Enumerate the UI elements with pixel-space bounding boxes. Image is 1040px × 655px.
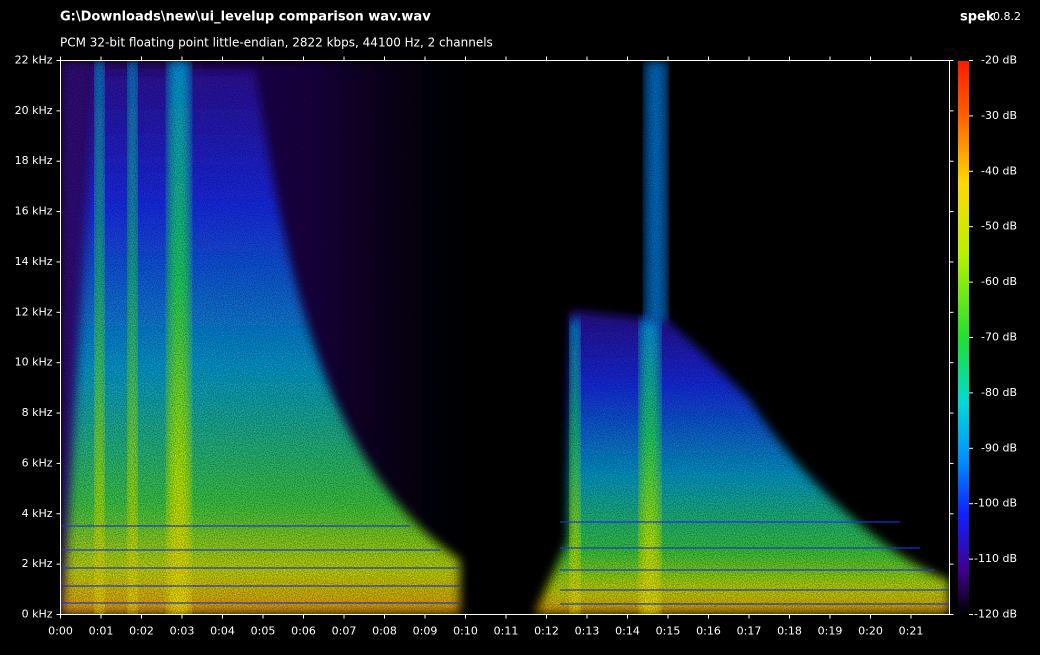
x-tick-label: 0:17 [737, 625, 762, 638]
x-tick-label: 0:02 [129, 625, 154, 638]
colorbar-label: -90 dB [981, 441, 1017, 454]
x-tick-label: 0:07 [332, 625, 357, 638]
y-tick-label: 4 kHz [22, 507, 53, 520]
x-tick-label: 0:16 [696, 625, 721, 638]
texture [61, 61, 949, 614]
x-tick-label: 0:04 [210, 625, 235, 638]
colorbar-label: -30 dB [981, 109, 1017, 122]
plot-frame [60, 60, 950, 615]
x-tick-label: 0:09 [413, 625, 438, 638]
x-tick-label: 0:11 [494, 625, 519, 638]
y-tick-label: 2 kHz [22, 557, 53, 570]
file-info: PCM 32-bit floating point little-endian,… [60, 36, 493, 50]
y-tick-label: 14 kHz [15, 255, 53, 268]
x-tick-label: 0:03 [170, 625, 195, 638]
app-name: spek [960, 10, 995, 25]
file-title: G:\Downloads\new\ui_levelup comparison w… [60, 10, 431, 25]
x-tick-label: 0:05 [251, 625, 276, 638]
x-tick-label: 0:18 [777, 625, 802, 638]
x-tick-label: 0:00 [48, 625, 73, 638]
colorbar-label: -70 dB [981, 331, 1017, 344]
y-tick-label: 0 kHz [22, 608, 53, 621]
colorbar-label: -100 dB [974, 497, 1017, 510]
colorbar-label: -60 dB [981, 275, 1017, 288]
y-tick-label: 8 kHz [22, 406, 53, 419]
app-version: 0.8.2 [993, 10, 1021, 23]
y-tick-label: 10 kHz [15, 356, 53, 369]
y-tick-label: 22 kHz [15, 54, 53, 67]
x-tick-label: 0:20 [858, 625, 883, 638]
colorbar-label: -50 dB [981, 220, 1017, 233]
y-tick-label: 20 kHz [15, 104, 53, 117]
x-tick-label: 0:01 [89, 625, 114, 638]
y-tick-label: 12 kHz [15, 305, 53, 318]
x-tick-label: 0:15 [656, 625, 681, 638]
colorbar [958, 61, 969, 614]
y-tick-label: 6 kHz [22, 456, 53, 469]
x-tick-label: 0:14 [615, 625, 640, 638]
spectrogram [61, 61, 949, 614]
colorbar-label: -80 dB [981, 386, 1017, 399]
colorbar-label: -110 dB [974, 552, 1017, 565]
colorbar-label: -40 dB [981, 164, 1017, 177]
x-tick-label: 0:06 [291, 625, 316, 638]
x-tick-label: 0:08 [372, 625, 397, 638]
x-tick-label: 0:12 [534, 625, 559, 638]
x-tick-label: 0:13 [575, 625, 600, 638]
x-tick-label: 0:21 [899, 625, 924, 638]
x-tick-label: 0:10 [453, 625, 478, 638]
x-tick-label: 0:19 [818, 625, 843, 638]
y-tick-label: 16 kHz [15, 205, 53, 218]
y-tick-label: 18 kHz [15, 154, 53, 167]
colorbar-label: -20 dB [981, 54, 1017, 67]
colorbar-label: -120 dB [974, 608, 1017, 621]
